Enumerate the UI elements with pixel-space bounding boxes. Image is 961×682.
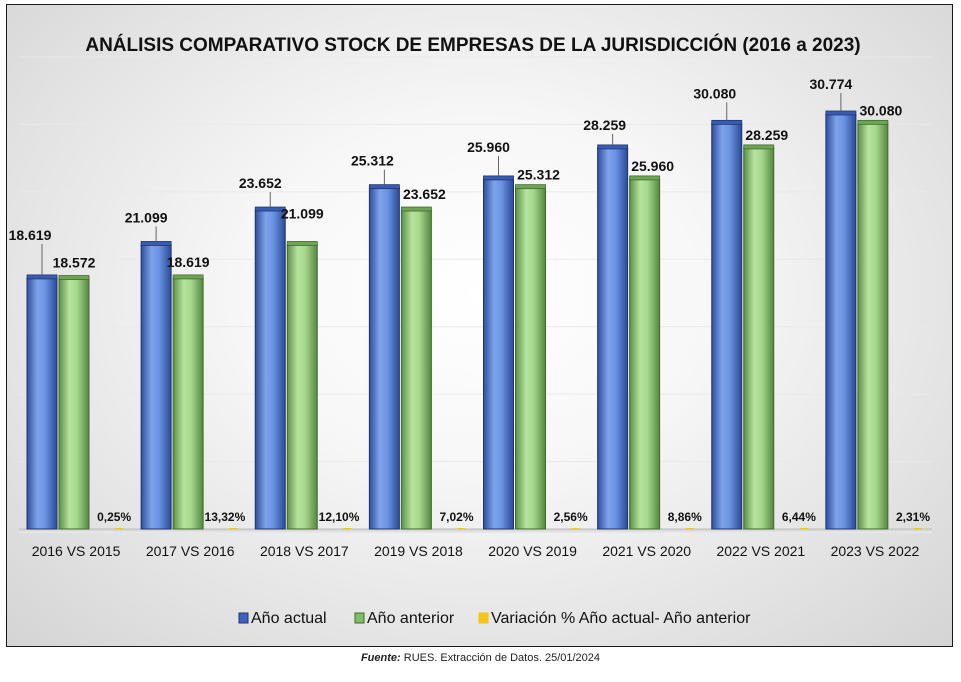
chart-floor bbox=[19, 529, 932, 533]
bar-top-ano-anterior bbox=[629, 175, 661, 181]
bar-top-ano-anterior bbox=[58, 275, 90, 280]
value-label-ano-actual: 25.960 bbox=[467, 139, 510, 155]
bar-ano-anterior bbox=[286, 243, 318, 530]
value-label-ano-actual: 30.080 bbox=[693, 85, 736, 101]
bar-top-ano-anterior bbox=[400, 206, 432, 212]
bar-variacion bbox=[115, 528, 123, 529]
value-label-ano-anterior: 21.099 bbox=[281, 205, 324, 221]
bar-top-ano-actual bbox=[597, 144, 629, 150]
category-label: 2019 VS 2018 bbox=[374, 543, 463, 559]
value-label-ano-actual: 21.099 bbox=[125, 209, 168, 225]
category-label: 2023 VS 2022 bbox=[831, 543, 920, 559]
bar-ano-actual bbox=[368, 187, 400, 530]
bar-top-ano-actual bbox=[368, 184, 400, 190]
bar-top-ano-actual bbox=[825, 110, 857, 116]
value-label-variacion: 12,10% bbox=[319, 510, 360, 524]
bar-variacion bbox=[343, 528, 352, 529]
value-label-ano-actual: 23.652 bbox=[239, 175, 282, 191]
bar-ano-anterior bbox=[58, 278, 90, 530]
bar-ano-actual bbox=[711, 122, 743, 530]
bar-ano-actual bbox=[26, 277, 58, 530]
legend-ano-actual-label: Año actual bbox=[251, 610, 327, 627]
value-label-ano-anterior: 18.572 bbox=[53, 255, 96, 271]
bar-top-ano-anterior bbox=[172, 274, 204, 280]
value-label-variacion: 6,44% bbox=[782, 510, 816, 524]
bar-ano-actual bbox=[254, 209, 286, 530]
chart-frame: ANÁLISIS COMPARATIVO STOCK DE EMPRESAS D… bbox=[6, 4, 953, 647]
category-label: 2017 VS 2016 bbox=[146, 543, 235, 559]
bar-ano-anterior bbox=[515, 187, 546, 530]
legend-variacion-label: Variación % Año actual- Año anterior bbox=[491, 610, 751, 627]
category-label: 2022 VS 2021 bbox=[716, 543, 805, 559]
value-label-ano-anterior: 25.312 bbox=[517, 167, 560, 183]
value-label-ano-actual: 25.312 bbox=[351, 153, 394, 169]
bar-top-ano-actual bbox=[26, 274, 58, 280]
value-label-ano-anterior: 30.080 bbox=[859, 102, 902, 118]
bar-series bbox=[26, 110, 922, 530]
source-label: Fuente: bbox=[360, 652, 401, 664]
bar-top-ano-actual bbox=[711, 119, 743, 125]
value-label-ano-actual: 18.619 bbox=[9, 227, 52, 243]
value-label-ano-anterior: 23.652 bbox=[403, 186, 446, 202]
source-text: RUES. Extracción de Datos. 25/01/2024 bbox=[400, 652, 601, 664]
bar-top-ano-anterior bbox=[857, 119, 889, 125]
bar-variacion bbox=[913, 528, 922, 529]
bar-top-ano-anterior bbox=[743, 144, 775, 150]
bar-top-ano-actual bbox=[483, 175, 514, 181]
chart-canvas: ANÁLISIS COMPARATIVO STOCK DE EMPRESAS D… bbox=[9, 34, 932, 627]
value-label-variacion: 8,86% bbox=[668, 510, 702, 524]
legend-ano-anterior-swatch bbox=[354, 612, 365, 624]
bar-ano-anterior bbox=[172, 277, 204, 530]
bar-variacion bbox=[685, 528, 694, 529]
bar-ano-anterior bbox=[629, 178, 661, 530]
legend-ano-actual-swatch bbox=[238, 612, 249, 624]
value-label-ano-anterior: 28.259 bbox=[745, 127, 788, 143]
value-label-variacion: 7,02% bbox=[439, 510, 473, 524]
bar-variacion bbox=[799, 528, 808, 529]
value-label-variacion: 2,31% bbox=[896, 510, 930, 524]
bar-top-ano-anterior bbox=[286, 241, 318, 246]
source-note: Fuente: RUES. Extracción de Datos. 25/01… bbox=[0, 652, 961, 664]
bar-ano-actual bbox=[597, 147, 629, 530]
bar-ano-anterior bbox=[743, 147, 775, 530]
legend-ano-anterior-label: Año anterior bbox=[367, 610, 455, 627]
chart-title: ANÁLISIS COMPARATIVO STOCK DE EMPRESAS D… bbox=[85, 34, 860, 56]
category-labels: 2016 VS 2015 2017 VS 2016 2018 VS 2017 2019… bbox=[32, 543, 920, 559]
value-label-ano-actual: 30.774 bbox=[809, 76, 852, 92]
bar-ano-actual bbox=[140, 243, 172, 530]
chart-legend: Año actual Año anterior Variación % Año ac… bbox=[238, 610, 751, 627]
category-label: 2020 VS 2019 bbox=[488, 543, 577, 559]
bar-variacion bbox=[229, 528, 238, 529]
category-label: 2021 VS 2020 bbox=[602, 543, 691, 559]
value-label-variacion: 13,32% bbox=[205, 510, 246, 524]
bar-ano-anterior bbox=[857, 122, 889, 530]
data-labels: 18.61918.5720,25%21.09918.61913,32%23.65… bbox=[9, 76, 931, 524]
category-label: 2018 VS 2017 bbox=[260, 543, 349, 559]
bar-ano-actual bbox=[825, 113, 857, 530]
value-label-variacion: 0,25% bbox=[97, 510, 131, 524]
bar-variacion bbox=[571, 528, 580, 529]
value-label-ano-anterior: 25.960 bbox=[631, 158, 674, 174]
value-label-variacion: 2,56% bbox=[554, 510, 588, 524]
value-label-ano-actual: 28.259 bbox=[583, 117, 626, 133]
bar-ano-actual bbox=[483, 178, 514, 530]
category-label: 2016 VS 2015 bbox=[32, 543, 121, 559]
legend-variacion-swatch bbox=[478, 612, 489, 624]
bar-top-ano-actual bbox=[140, 241, 172, 246]
bar-variacion bbox=[457, 528, 466, 529]
value-label-ano-anterior: 18.619 bbox=[167, 254, 210, 270]
bar-top-ano-anterior bbox=[515, 184, 546, 190]
bar-ano-anterior bbox=[400, 209, 432, 530]
